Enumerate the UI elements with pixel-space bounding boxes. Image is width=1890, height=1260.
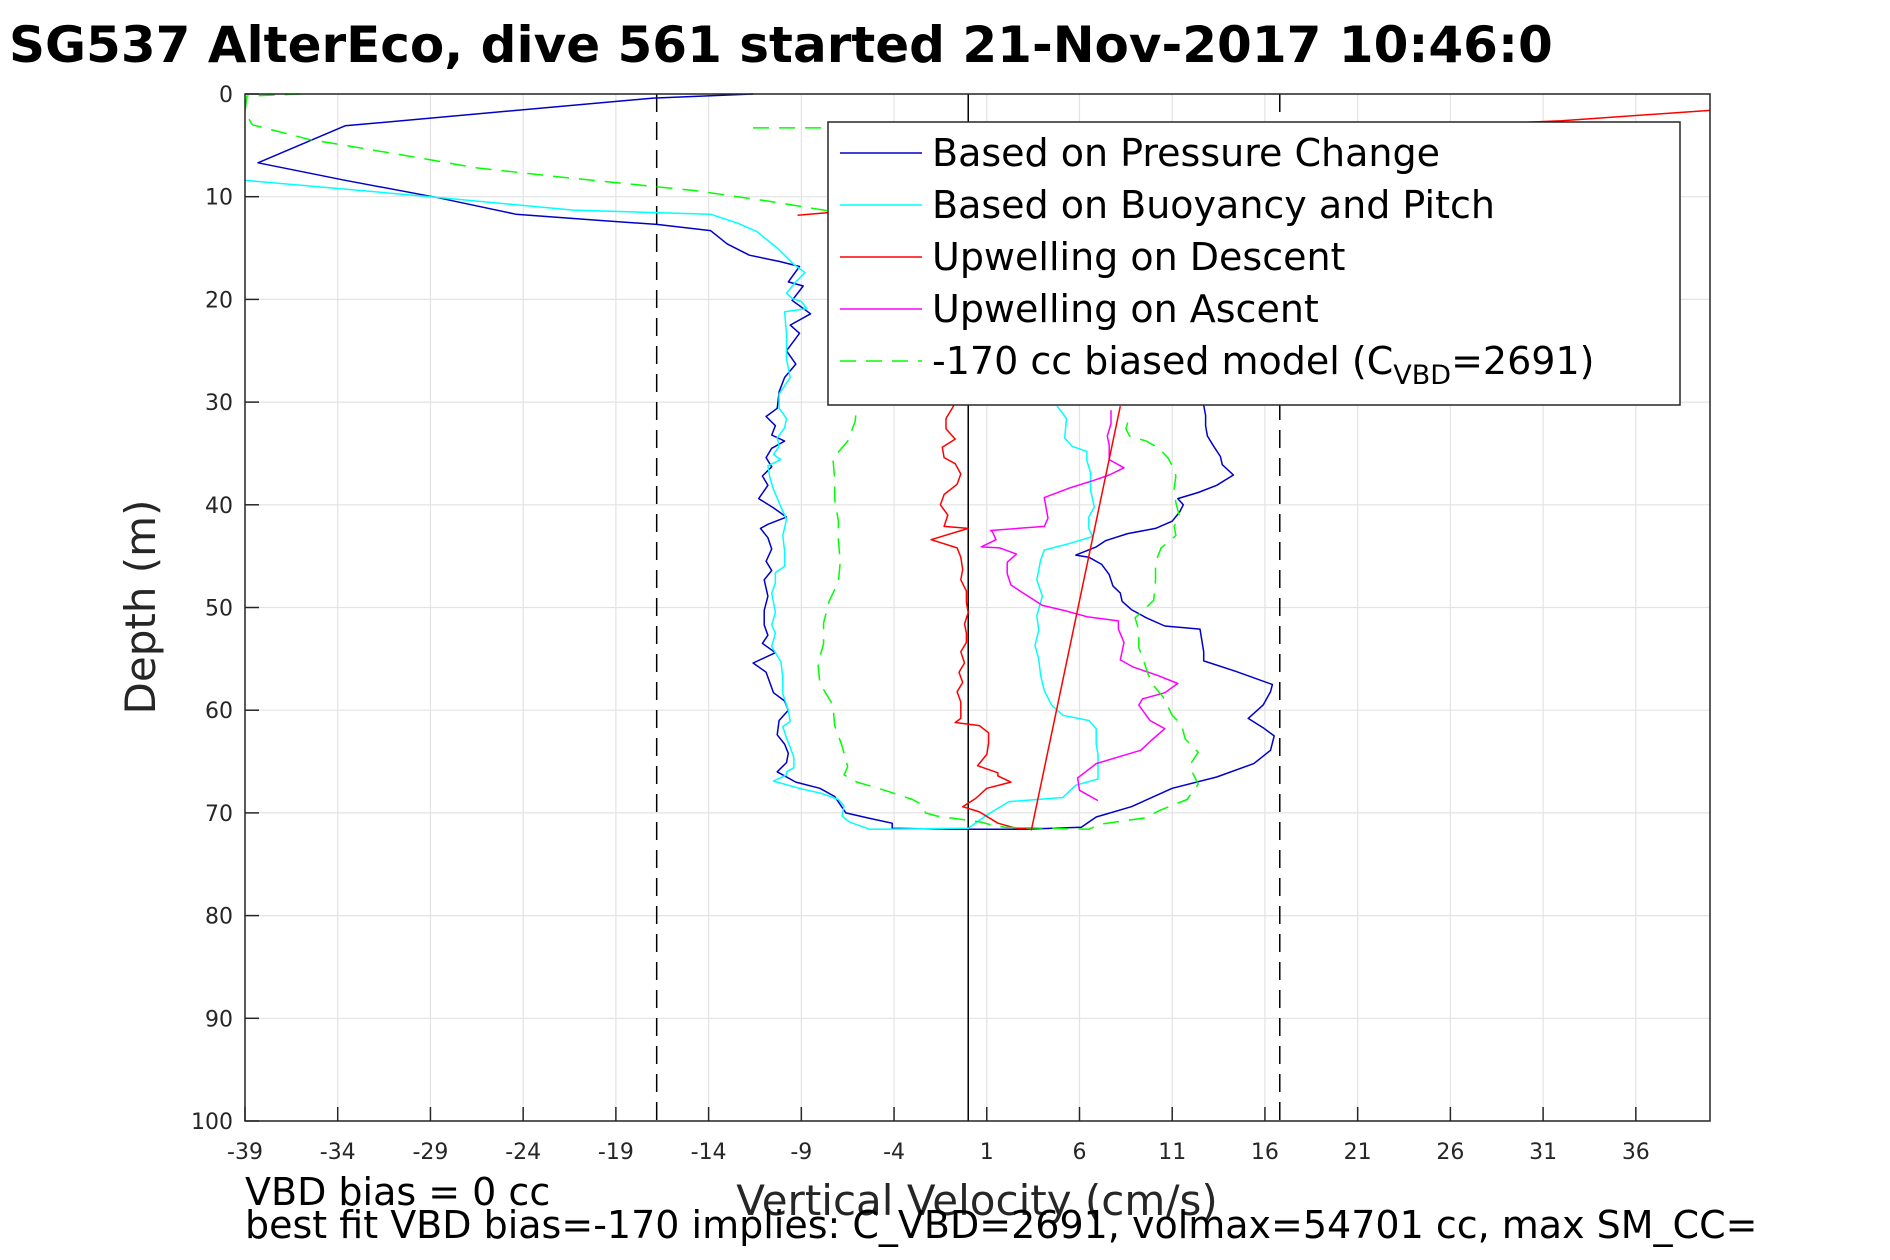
y-axis-label: Depth (m): [116, 500, 165, 715]
x-axis-label: Vertical Velocity (cm/s): [736, 1176, 1217, 1225]
series-line-1: [244, 179, 1099, 831]
series-line-3: [980, 410, 1179, 802]
series-line-0: [257, 93, 1275, 831]
x-tick-label: 1: [980, 1140, 994, 1165]
y-tick-label: 90: [205, 1007, 233, 1032]
legend-label: Upwelling on Descent: [932, 235, 1345, 279]
x-tick-label: -19: [598, 1140, 634, 1165]
y-tick-label: 50: [205, 597, 233, 622]
chart-title: SG537 AlterEco, dive 561 started 21-Nov-…: [9, 16, 1553, 74]
legend-label: Based on Pressure Change: [932, 131, 1440, 175]
x-tick-label: -24: [505, 1140, 541, 1165]
series-line-2: [797, 210, 1032, 830]
x-tick-label: 36: [1622, 1140, 1650, 1165]
legend-label: Based on Buoyancy and Pitch: [932, 183, 1495, 227]
x-axis-ticks: -39 -34 -29 -24 -19 -14 -9 -4 1 6 11 16 21 26 31 36: [227, 1107, 1650, 1165]
y-axis-ticks: 0 10 20 30 40 50 60 70 80 90 100: [191, 83, 259, 1135]
x-tick-label: 26: [1436, 1140, 1464, 1165]
x-tick-label: 11: [1158, 1140, 1186, 1165]
x-tick-label: -39: [227, 1140, 263, 1165]
x-tick-label: 21: [1344, 1140, 1372, 1165]
y-tick-label: 30: [205, 391, 233, 416]
best-fit-note: best fit VBD bias=-170 implies: C_VBD=26…: [245, 1203, 1757, 1247]
y-tick-label: 0: [219, 83, 233, 108]
y-tick-label: 40: [205, 494, 233, 519]
vbd-bias-note: VBD bias = 0 cc: [245, 1170, 550, 1214]
y-tick-label: 20: [205, 288, 233, 313]
x-tick-label: -14: [691, 1140, 727, 1165]
series-line-4: [244, 93, 1199, 831]
y-tick-label: 70: [205, 802, 233, 827]
series-lines: [244, 93, 1711, 831]
y-tick-label: 10: [205, 186, 233, 211]
x-tick-label: 31: [1529, 1140, 1557, 1165]
legend-label: Upwelling on Ascent: [932, 287, 1319, 331]
x-tick-label: -34: [320, 1140, 356, 1165]
legend: Based on Pressure Change Based on Buoyanc…: [827, 121, 1681, 406]
x-tick-label: -29: [412, 1140, 448, 1165]
legend-label: -170 cc biased model (CVBD=2691): [932, 339, 1594, 391]
legend-box: [827, 121, 1681, 406]
x-tick-label: -9: [790, 1140, 812, 1165]
y-tick-label: 60: [205, 699, 233, 724]
y-tick-label: 80: [205, 905, 233, 930]
x-tick-label: 6: [1072, 1140, 1086, 1165]
series-line-6: [1030, 406, 1122, 831]
y-tick-label: 100: [191, 1110, 233, 1135]
x-tick-label: 16: [1251, 1140, 1279, 1165]
x-tick-label: -4: [883, 1140, 905, 1165]
